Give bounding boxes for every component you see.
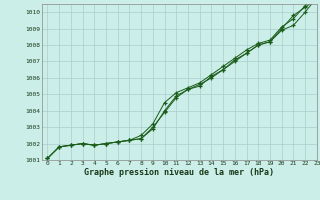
X-axis label: Graphe pression niveau de la mer (hPa): Graphe pression niveau de la mer (hPa) xyxy=(84,168,274,177)
